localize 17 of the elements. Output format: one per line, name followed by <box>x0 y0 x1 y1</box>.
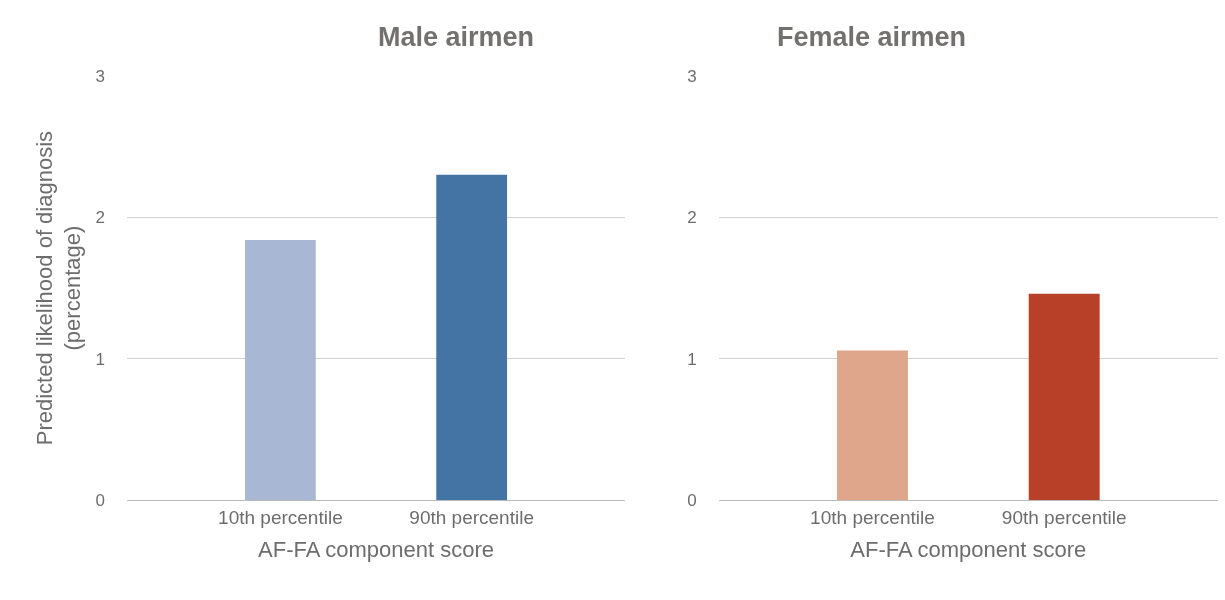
y-tick-label: 2 <box>95 208 105 228</box>
y-tick-label: 2 <box>687 208 697 228</box>
chart-title: Female airmen <box>777 22 967 52</box>
x-tick-label: 10th percentile <box>810 507 935 529</box>
x-axis-title: AF-FA component score <box>850 537 1087 563</box>
x-tick-label: 10th percentile <box>218 507 343 529</box>
y-tick-label: 1 <box>687 349 697 369</box>
x-tick-label: 90th percentile <box>409 507 534 529</box>
x-tick-label: 90th percentile <box>1001 507 1127 529</box>
y-tick-label: 3 <box>95 66 105 86</box>
y-axis-title: Predicted likelihood of diagnosis (percentage) <box>31 130 86 446</box>
x-axis-title: AF-FA component score <box>258 537 495 563</box>
y-tick-label: 0 <box>95 491 105 511</box>
y-tick-label: 1 <box>95 349 105 369</box>
y-tick-label: 0 <box>687 491 697 511</box>
chart-title: Male airmen <box>378 22 535 52</box>
y-tick-label: 3 <box>687 66 697 86</box>
